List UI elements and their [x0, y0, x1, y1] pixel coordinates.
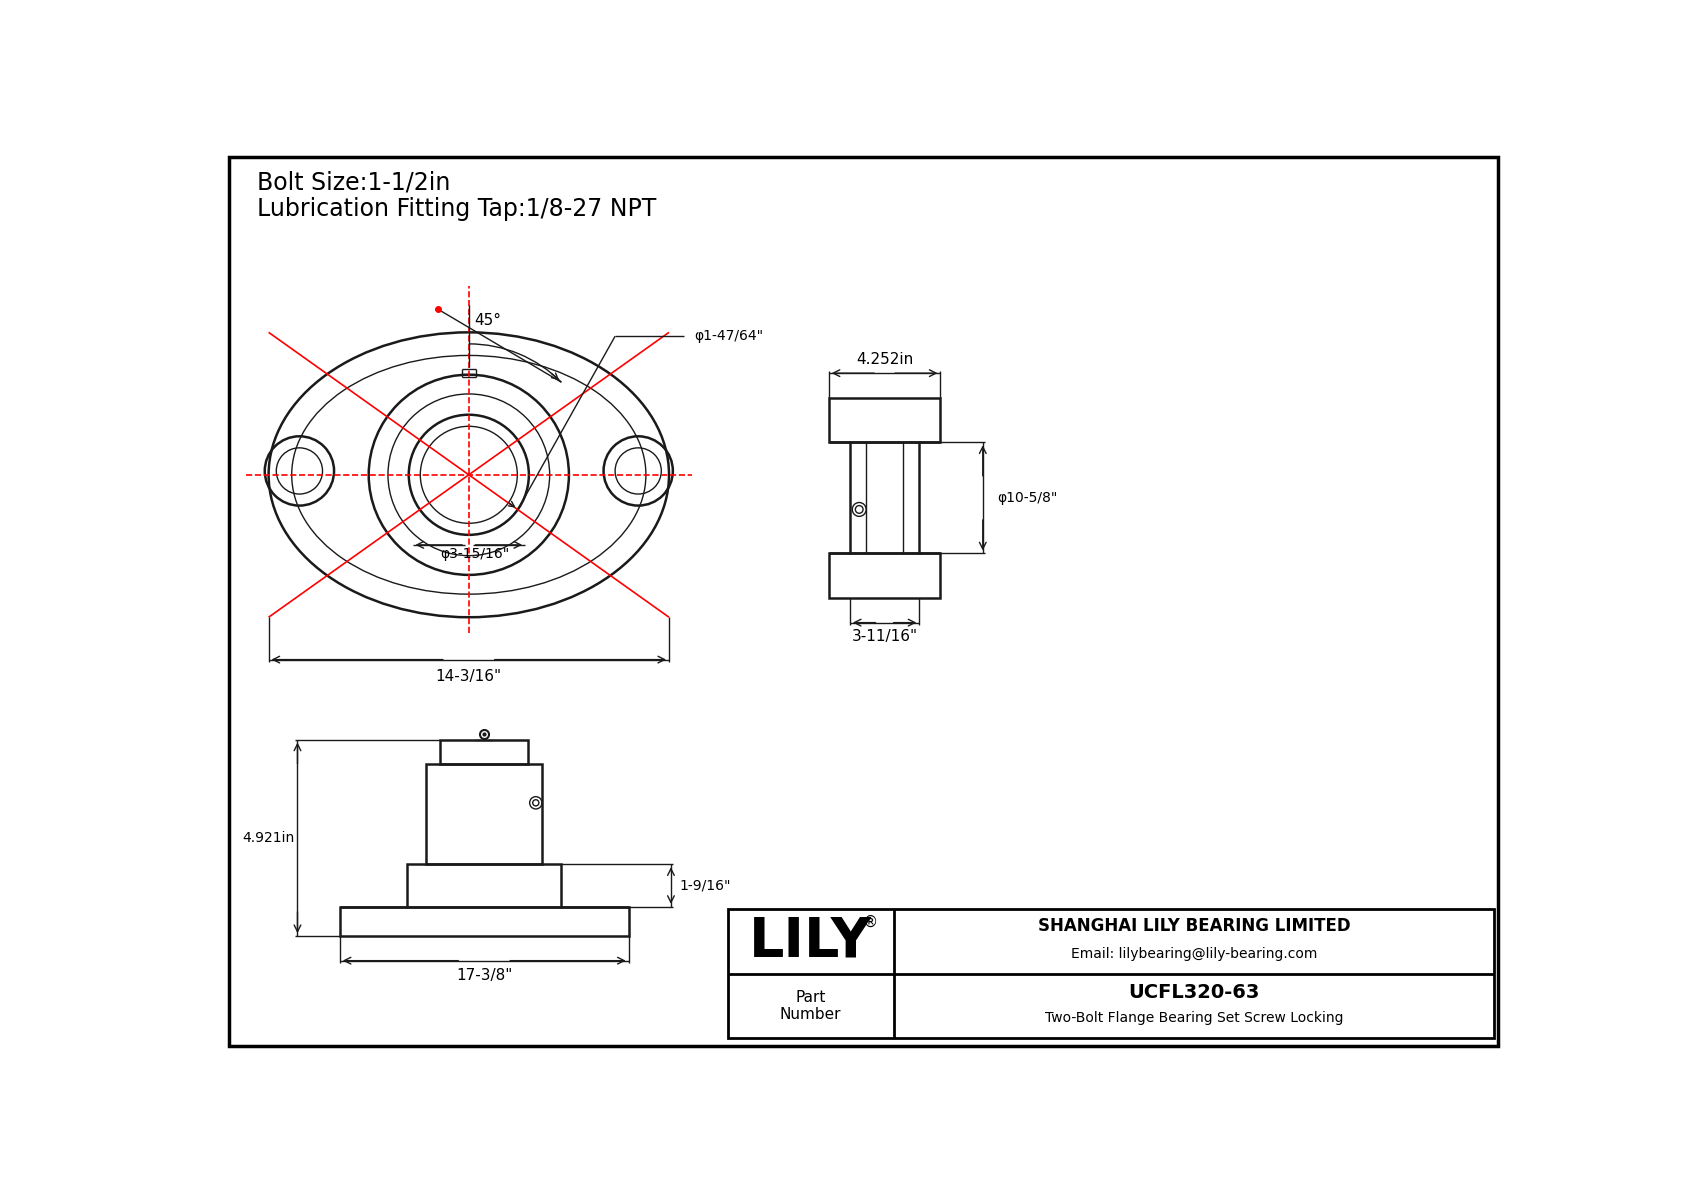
- Bar: [426, 765, 542, 865]
- Text: 14-3/16": 14-3/16": [436, 669, 502, 684]
- Bar: [829, 554, 940, 598]
- Text: Bolt Size:1-1/2in: Bolt Size:1-1/2in: [258, 170, 450, 194]
- Text: Two-Bolt Flange Bearing Set Screw Locking: Two-Bolt Flange Bearing Set Screw Lockin…: [1044, 1011, 1344, 1025]
- Text: 1-9/16": 1-9/16": [680, 879, 731, 892]
- Text: 3-11/16": 3-11/16": [852, 629, 918, 644]
- Bar: [340, 906, 628, 936]
- Bar: [440, 740, 529, 765]
- Text: ®: ®: [864, 915, 879, 930]
- Text: 17-3/8": 17-3/8": [456, 968, 512, 983]
- Text: LILY: LILY: [749, 915, 872, 968]
- Text: Part
Number: Part Number: [780, 990, 842, 1022]
- Text: φ10-5/8": φ10-5/8": [997, 491, 1058, 505]
- Text: φ1-47/64": φ1-47/64": [694, 329, 763, 343]
- Text: 4.921in: 4.921in: [242, 831, 295, 844]
- Text: Lubrication Fitting Tap:1/8-27 NPT: Lubrication Fitting Tap:1/8-27 NPT: [258, 198, 657, 222]
- Bar: [727, 909, 1494, 1039]
- Text: φ3-15/16": φ3-15/16": [440, 547, 510, 561]
- Text: 4.252in: 4.252in: [855, 351, 913, 367]
- Bar: [829, 398, 940, 442]
- Text: 45°: 45°: [475, 313, 502, 329]
- Text: SHANGHAI LILY BEARING LIMITED: SHANGHAI LILY BEARING LIMITED: [1037, 917, 1351, 935]
- Bar: [850, 442, 919, 554]
- Text: Email: lilybearing@lily-bearing.com: Email: lilybearing@lily-bearing.com: [1071, 947, 1317, 961]
- Text: UCFL320-63: UCFL320-63: [1128, 983, 1260, 1002]
- Bar: [408, 865, 561, 906]
